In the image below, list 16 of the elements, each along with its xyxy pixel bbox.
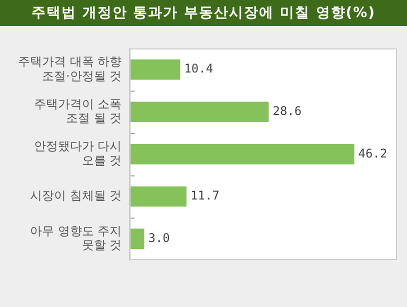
data-label: 11.7 bbox=[190, 188, 220, 203]
bar bbox=[130, 228, 144, 249]
chart-title: 주택법 개정안 통과가 부동산시장에 미칠 영향(%) bbox=[0, 0, 407, 26]
data-label: 46.2 bbox=[358, 146, 388, 160]
data-label: 10.4 bbox=[184, 62, 214, 76]
bar bbox=[130, 59, 180, 80]
y-tick-label: 시장이 침체될 것 bbox=[30, 188, 122, 203]
data-label: 3.0 bbox=[148, 230, 170, 245]
y-tick-label: 주택가격이 소폭 조절 될 것 bbox=[34, 96, 122, 126]
y-tick-label: 안정됐다가 다시 오를 것 bbox=[34, 139, 122, 168]
y-tick-label: 아무 영향도 주지 못할 것 bbox=[30, 224, 122, 252]
bar bbox=[130, 186, 187, 207]
bar bbox=[130, 144, 354, 164]
data-label: 28.6 bbox=[272, 104, 302, 118]
y-tick-label: 주택가격 대폭 하향 조절·안정될 것 bbox=[18, 54, 122, 83]
bar bbox=[130, 102, 269, 122]
